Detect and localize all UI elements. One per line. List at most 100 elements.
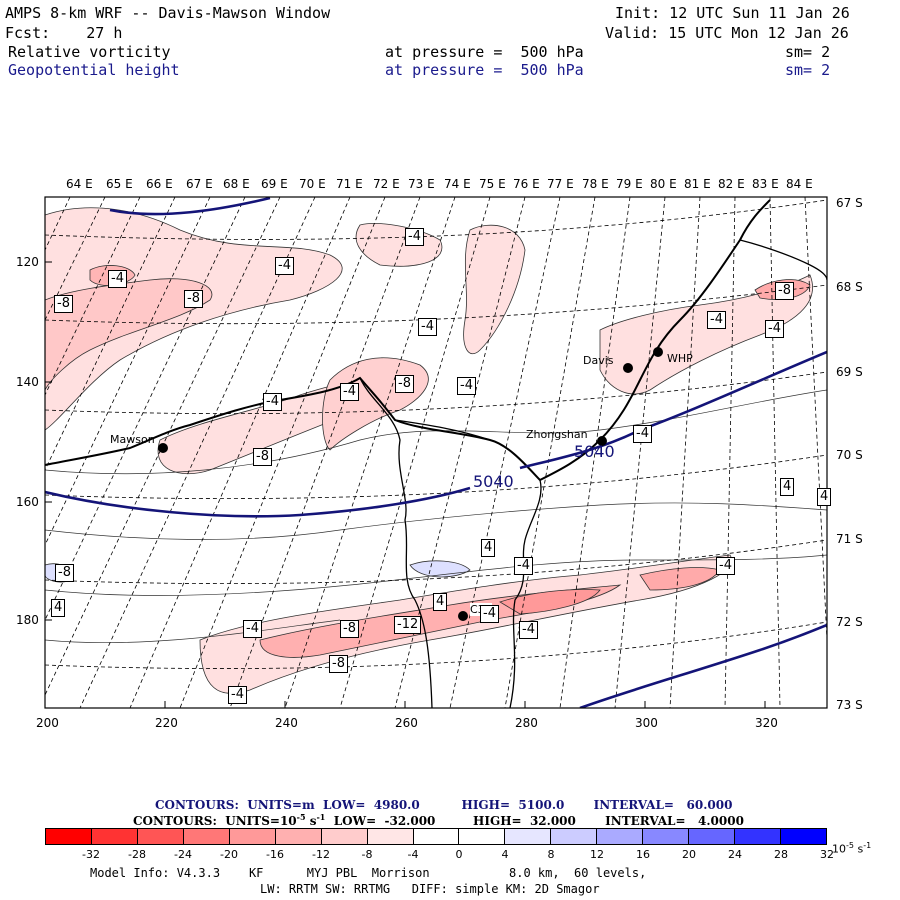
colorbar-tick-label: 8 xyxy=(547,848,555,861)
lon-label: 69 E xyxy=(261,177,288,191)
station-markers xyxy=(158,347,663,621)
x-tick-label: 300 xyxy=(635,716,658,730)
vort-label: -12 xyxy=(394,616,422,634)
x-tick-label: 240 xyxy=(275,716,298,730)
vort-label: -8 xyxy=(253,448,272,466)
colorbar-tick-label: -8 xyxy=(361,848,373,861)
lat-label: 69 S xyxy=(836,365,863,379)
colorbar-swatch xyxy=(459,829,506,844)
y-tick-label: 180 xyxy=(16,613,39,627)
lon-label: 76 E xyxy=(513,177,540,191)
colorbar-swatch xyxy=(137,829,184,844)
station-label-davis: Davis xyxy=(583,354,614,367)
colorbar-tick-label: -12 xyxy=(312,848,330,861)
physics-info: LW: RRTM SW: RRTMG DIFF: simple KM: 2D S… xyxy=(260,882,600,896)
vorticity-contour-info: CONTOURS: UNITS=10-5 s-1 LOW= -32.000 HI… xyxy=(133,812,744,828)
field1-name: Relative vorticity xyxy=(8,43,171,61)
station-marker-c32 xyxy=(458,611,468,621)
field2-name: Geopotential height xyxy=(8,61,180,79)
lat-label: 71 S xyxy=(836,532,863,546)
lon-label: 78 E xyxy=(582,177,609,191)
field2-smoothing: sm= 2 xyxy=(785,61,831,79)
lat-label: 73 S xyxy=(836,698,863,712)
vort-label: -4 xyxy=(108,270,127,288)
colorbar-tick-label: -4 xyxy=(407,848,419,861)
vort-label: -4 xyxy=(519,621,538,639)
lon-label: 73 E xyxy=(408,177,435,191)
x-tick-label: 280 xyxy=(515,716,538,730)
field1-level: at pressure = 500 hPa xyxy=(385,43,584,61)
colorbar-tick-label: 12 xyxy=(590,848,604,861)
lon-label: 84 E xyxy=(786,177,813,191)
colorbar-tick-label: -24 xyxy=(174,848,192,861)
height-contour-info: CONTOURS: UNITS=m LOW= 4980.0 HIGH= 5100… xyxy=(155,798,733,812)
lon-label: 81 E xyxy=(684,177,711,191)
colorbar-tick-label: -28 xyxy=(128,848,146,861)
colorbar-swatch xyxy=(781,829,826,844)
x-tick-label: 260 xyxy=(395,716,418,730)
lon-label: 77 E xyxy=(547,177,574,191)
vort-label: -4 xyxy=(457,377,476,395)
height-label: 5040 xyxy=(574,442,615,461)
station-label-mawson: Mawson xyxy=(110,433,155,446)
station-label-zhongshan: Zhongshan xyxy=(526,428,588,441)
vort-label: -8 xyxy=(329,655,348,673)
station-marker-whp xyxy=(653,347,663,357)
colorbar-swatch xyxy=(413,829,460,844)
vort-label: -8 xyxy=(55,564,74,582)
vort-label: -4 xyxy=(405,228,424,246)
vort-label: -8 xyxy=(340,620,359,638)
lon-label: 66 E xyxy=(146,177,173,191)
vort-label: 4 xyxy=(433,593,448,611)
colorbar-swatch xyxy=(91,829,138,844)
y-tick-label: 120 xyxy=(16,255,39,269)
field1-smoothing: sm= 2 xyxy=(785,43,831,61)
vort-label: -4 xyxy=(514,557,533,575)
lon-label: 74 E xyxy=(444,177,471,191)
lon-label: 82 E xyxy=(718,177,745,191)
vort-label: -4 xyxy=(228,686,247,704)
vort-label: 4 xyxy=(481,539,496,557)
init-time: Init: 12 UTC Sun 11 Jan 26 xyxy=(615,4,850,22)
lon-label: 72 E xyxy=(373,177,400,191)
colorbar-swatch xyxy=(46,829,92,844)
x-tick-label: 320 xyxy=(755,716,778,730)
colorbar-swatch xyxy=(229,829,276,844)
vort-label: -8 xyxy=(184,290,203,308)
vort-label: -4 xyxy=(765,320,784,338)
vort-label: -4 xyxy=(275,257,294,275)
vort-label: -8 xyxy=(54,295,73,313)
colorbar-swatch xyxy=(183,829,230,844)
colorbar-swatch xyxy=(551,829,598,844)
colorbar-swatch xyxy=(367,829,414,844)
vort-label: 4 xyxy=(51,599,66,617)
colorbar-swatch xyxy=(321,829,368,844)
colorbar-swatch xyxy=(643,829,690,844)
lon-label: 68 E xyxy=(223,177,250,191)
colorbar-tick-label: -20 xyxy=(220,848,238,861)
x-tick-label: 220 xyxy=(155,716,178,730)
colorbar xyxy=(45,828,827,845)
vort-label: 4 xyxy=(780,478,795,496)
lat-label: 72 S xyxy=(836,615,863,629)
ice-boundary xyxy=(359,239,827,708)
colorbar-swatch xyxy=(689,829,736,844)
lon-label: 70 E xyxy=(299,177,326,191)
colorbar-tick-label: -32 xyxy=(82,848,100,861)
field2-level: at pressure = 500 hPa xyxy=(385,61,584,79)
colorbar-tick-label: 24 xyxy=(728,848,742,861)
lat-label: 68 S xyxy=(836,280,863,294)
colorbar-tick-label: 20 xyxy=(682,848,696,861)
colorbar-swatch xyxy=(597,829,644,844)
station-label-whp: WHP xyxy=(667,352,693,365)
colorbar-swatch xyxy=(275,829,322,844)
colorbar-tick-label: 32 xyxy=(820,848,834,861)
colorbar-tick-label: -16 xyxy=(266,848,284,861)
vort-label: -4 xyxy=(340,383,359,401)
valid-time: Valid: 15 UTC Mon 12 Jan 26 xyxy=(605,24,849,42)
lon-label: 75 E xyxy=(479,177,506,191)
lon-label: 67 E xyxy=(186,177,213,191)
vort-label: -4 xyxy=(263,393,282,411)
y-tick-label: 160 xyxy=(16,495,39,509)
map-frame xyxy=(44,196,828,709)
